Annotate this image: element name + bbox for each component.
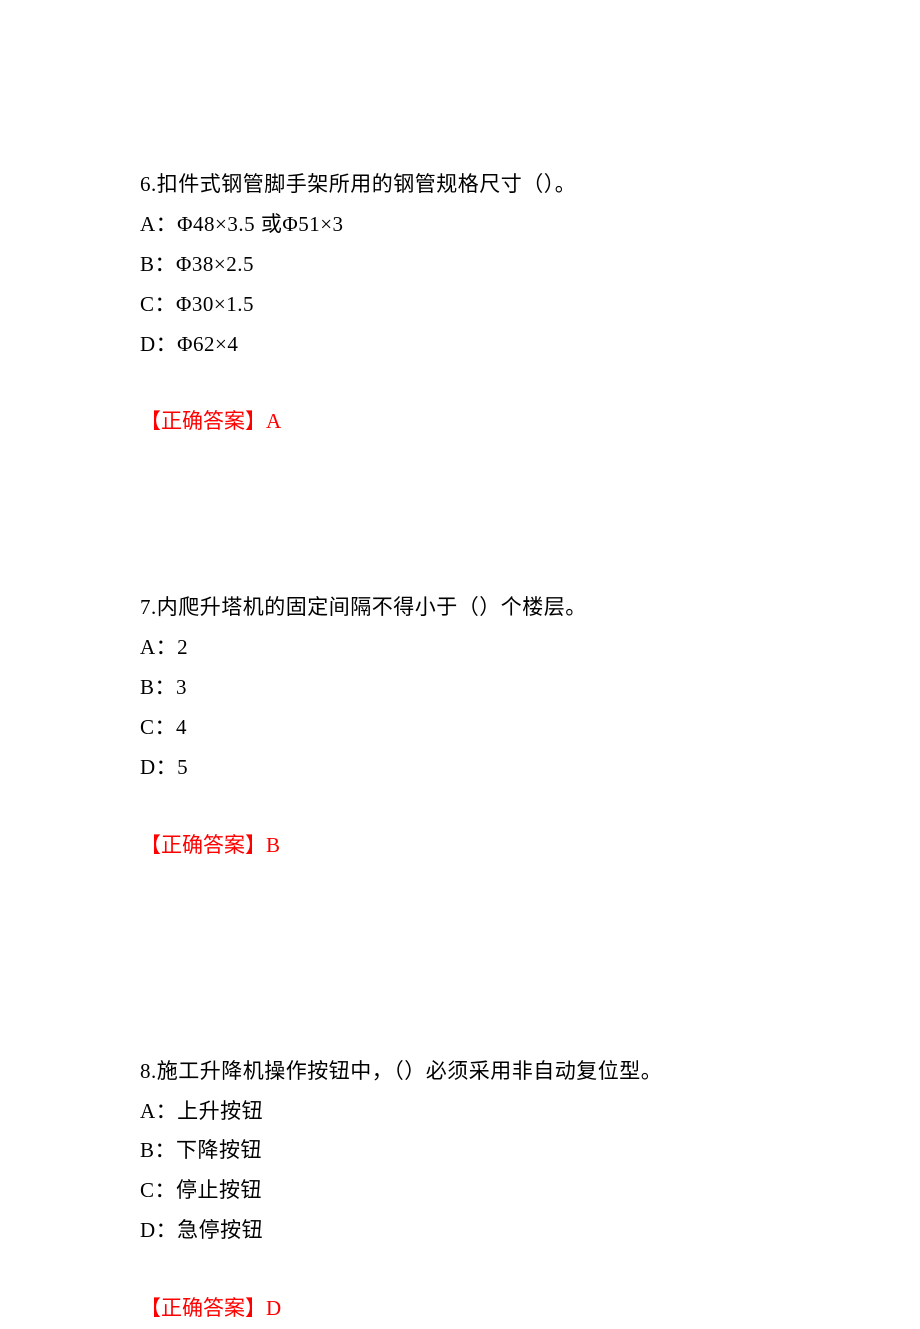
- option-d: D：Φ62×4: [140, 325, 920, 365]
- answer-label: 【正确答案】: [140, 833, 266, 857]
- answer-value: D: [266, 1296, 281, 1320]
- question-block-8: 8.施工升降机操作按钮中，（）必须采用非自动复位型。 A：上升按钮 B：下降按钮…: [140, 1052, 920, 1329]
- correct-answer: 【正确答案】D: [140, 1289, 920, 1329]
- question-block-7: 7.内爬升塔机的固定间隔不得小于（）个楼层。 A：2 B：3 C：4 D：5 【…: [140, 588, 920, 865]
- option-c: C：Φ30×1.5: [140, 285, 920, 325]
- option-a: A：上升按钮: [140, 1092, 920, 1132]
- question-stem: 6.扣件式钢管脚手架所用的钢管规格尺寸（）。: [140, 165, 920, 205]
- question-block-6: 6.扣件式钢管脚手架所用的钢管规格尺寸（）。 A：Φ48×3.5 或Φ51×3 …: [140, 165, 920, 442]
- correct-answer: 【正确答案】B: [140, 826, 920, 866]
- option-c: C：停止按钮: [140, 1171, 920, 1211]
- spacer: [140, 470, 920, 588]
- option-b: B：Φ38×2.5: [140, 245, 920, 285]
- answer-value: B: [266, 833, 280, 857]
- option-a: A：Φ48×3.5 或Φ51×3: [140, 205, 920, 245]
- spacer: [140, 894, 920, 1052]
- option-d: D：急停按钮: [140, 1211, 920, 1251]
- option-b: B：下降按钮: [140, 1131, 920, 1171]
- answer-label: 【正确答案】: [140, 1296, 266, 1320]
- answer-label: 【正确答案】: [140, 409, 266, 433]
- option-c: C：4: [140, 708, 920, 748]
- option-d: D：5: [140, 748, 920, 788]
- question-stem: 8.施工升降机操作按钮中，（）必须采用非自动复位型。: [140, 1052, 920, 1092]
- document-page: 6.扣件式钢管脚手架所用的钢管规格尺寸（）。 A：Φ48×3.5 或Φ51×3 …: [0, 0, 920, 1302]
- correct-answer: 【正确答案】A: [140, 402, 920, 442]
- option-a: A：2: [140, 628, 920, 668]
- answer-value: A: [266, 409, 281, 433]
- question-stem: 7.内爬升塔机的固定间隔不得小于（）个楼层。: [140, 588, 920, 628]
- option-b: B：3: [140, 668, 920, 708]
